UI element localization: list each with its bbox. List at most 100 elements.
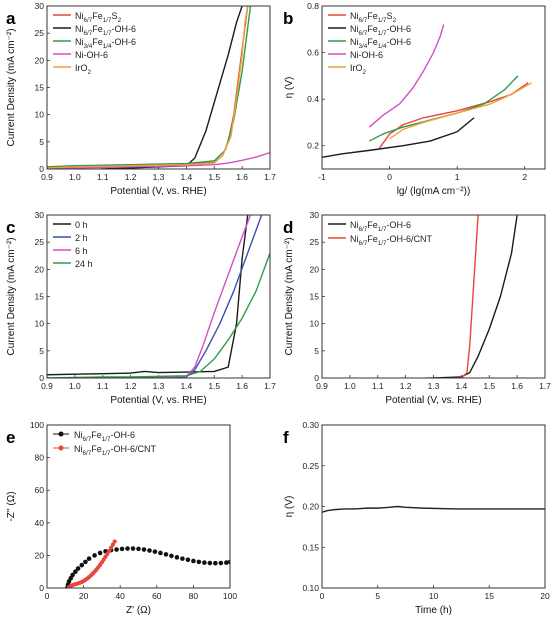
plot-frame <box>321 424 546 589</box>
y-tick-label: 20 <box>35 55 45 65</box>
legend-text-part: Ni-OH-6 <box>350 50 383 60</box>
legend-text-part: IrO <box>350 63 363 73</box>
legend-text-part: -OH-6 <box>112 24 137 34</box>
y-tick-label: 0.10 <box>302 583 319 593</box>
legend-text-part: Fe <box>92 37 103 47</box>
y-tick-label: 25 <box>35 237 45 247</box>
x-tick-label: 20 <box>79 591 89 601</box>
x-axis-label: Potential (V, vs. RHE) <box>110 395 206 406</box>
data-point <box>112 539 117 544</box>
series-group <box>322 24 532 159</box>
legend-text-part: Ni <box>74 430 83 440</box>
y-tick-label: 60 <box>35 485 45 495</box>
series-line <box>322 117 475 159</box>
data-point <box>86 556 92 561</box>
legend-subscript: 2 <box>393 17 397 24</box>
panel-label: b <box>283 9 293 28</box>
x-tick-label: 1.4 <box>180 381 192 391</box>
legend-subscript: 1/7 <box>378 30 387 37</box>
series-line <box>90 6 243 169</box>
x-tick-label: 1.7 <box>264 381 276 391</box>
legend-text-part: 24 h <box>75 259 93 269</box>
data-point <box>191 558 196 564</box>
legend-subscript: 6/7 <box>359 17 368 24</box>
y-axis-label: -Z'' (Ω) <box>6 491 17 521</box>
legend-text-part: Ni <box>75 37 84 47</box>
x-tick-label: 0.9 <box>41 381 53 391</box>
y-axis-label: η (V) <box>284 496 295 518</box>
legend-text-part: Fe <box>367 220 378 230</box>
x-tick-label: 1.1 <box>97 172 109 182</box>
x-tick-label: 1.1 <box>372 381 384 391</box>
plot-frame <box>46 424 231 589</box>
legend-label: Ni6/7Fe1/7-OH-6 <box>75 24 136 37</box>
legend-label: IrO2 <box>350 63 367 76</box>
legend-text-part: Fe <box>367 11 378 21</box>
legend-label: Ni6/7Fe1/7-OH-6/CNT <box>350 234 433 247</box>
y-tick-label: 0.30 <box>302 420 319 430</box>
data-point <box>83 559 88 565</box>
y-tick-label: 0 <box>314 373 319 383</box>
legend-subscript: 6/7 <box>83 450 92 457</box>
data-point <box>73 569 78 574</box>
legend-subscript: 1/4 <box>103 43 112 50</box>
data-point <box>75 566 81 571</box>
legend-text-part: -OH-6 <box>111 430 136 440</box>
legend-subscript: 1/7 <box>103 17 112 24</box>
series-line <box>47 152 270 169</box>
data-point <box>141 547 147 552</box>
legend-subscript: 1/7 <box>378 17 387 24</box>
legend-label: 6 h <box>75 246 88 256</box>
plot-frame <box>321 214 546 379</box>
x-tick-label: 5 <box>375 591 380 601</box>
legend-label: 2 h <box>75 233 88 243</box>
data-point <box>213 560 218 566</box>
series-group <box>322 505 545 513</box>
chart-panel-c: c 0.9 1.0 1.1 1.2 1.3 1.4 1.5 1.6 1.7 0 5 10 15 20 25 30… <box>6 210 276 406</box>
series-line <box>368 75 519 142</box>
x-tick-label: 1.3 <box>428 381 440 391</box>
data-point <box>207 560 213 566</box>
x-tick-label: 60 <box>152 591 162 601</box>
chart-panel-e: e 0 20 40 60 80 100 0 20 40 60 80 100 Z' (Ω) -Z'' (Ω) N… <box>6 420 237 616</box>
data-point <box>218 560 224 566</box>
legend-text-part: Ni <box>75 24 84 34</box>
x-tick-label: 1.3 <box>153 172 165 182</box>
chart-panel-d: d 0.9 1.0 1.1 1.2 1.3 1.4 1.5 1.6 1.7 0 5 10 15 20 25 30… <box>283 210 551 406</box>
series-line <box>389 82 532 140</box>
data-point <box>92 553 97 558</box>
legend-text-part: Ni <box>74 444 83 454</box>
legend-subscript: 3/4 <box>359 43 368 50</box>
x-tick-label: 0 <box>45 591 50 601</box>
y-axis-label: Current Density (mA cm⁻²) <box>6 28 17 146</box>
legend-label: Ni6/7Fe1/7-OH-6 <box>350 220 411 233</box>
x-tick-label: 1.6 <box>236 381 248 391</box>
y-tick-label: 0.2 <box>307 141 319 151</box>
data-point <box>224 560 229 565</box>
y-tick-label: 20 <box>35 550 45 560</box>
legend-text-part: Fe <box>92 24 103 34</box>
series-line <box>94 215 263 378</box>
series-group <box>47 215 270 378</box>
x-tick-label: 0 <box>387 172 392 182</box>
data-point <box>125 546 130 551</box>
legend-subscript: 1/7 <box>102 450 111 457</box>
y-tick-label: 5 <box>39 346 44 356</box>
legend-text-part: IrO <box>75 63 88 73</box>
legend-text-part: -OH-6 <box>112 37 137 47</box>
x-tick-label: 1.7 <box>264 172 276 182</box>
legend-text-part: Fe <box>92 11 103 21</box>
x-tick-label: 1.3 <box>153 381 165 391</box>
x-tick-label: 1.4 <box>180 172 192 182</box>
legend-subscript: 2 <box>88 69 92 76</box>
series-line <box>322 505 545 513</box>
legend-label: Ni6/7Fe1/7S2 <box>75 11 122 24</box>
legend-subscript: 6/7 <box>359 226 368 233</box>
legend-text-part: 0 h <box>75 220 88 230</box>
data-point <box>70 572 75 578</box>
legend-label: Ni3/4Fe1/4-OH-6 <box>350 37 411 50</box>
x-axis-label: Time (h) <box>415 605 452 616</box>
x-tick-label: 1.6 <box>236 172 248 182</box>
